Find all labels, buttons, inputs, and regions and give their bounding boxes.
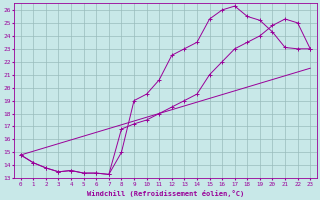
X-axis label: Windchill (Refroidissement éolien,°C): Windchill (Refroidissement éolien,°C) (87, 190, 244, 197)
